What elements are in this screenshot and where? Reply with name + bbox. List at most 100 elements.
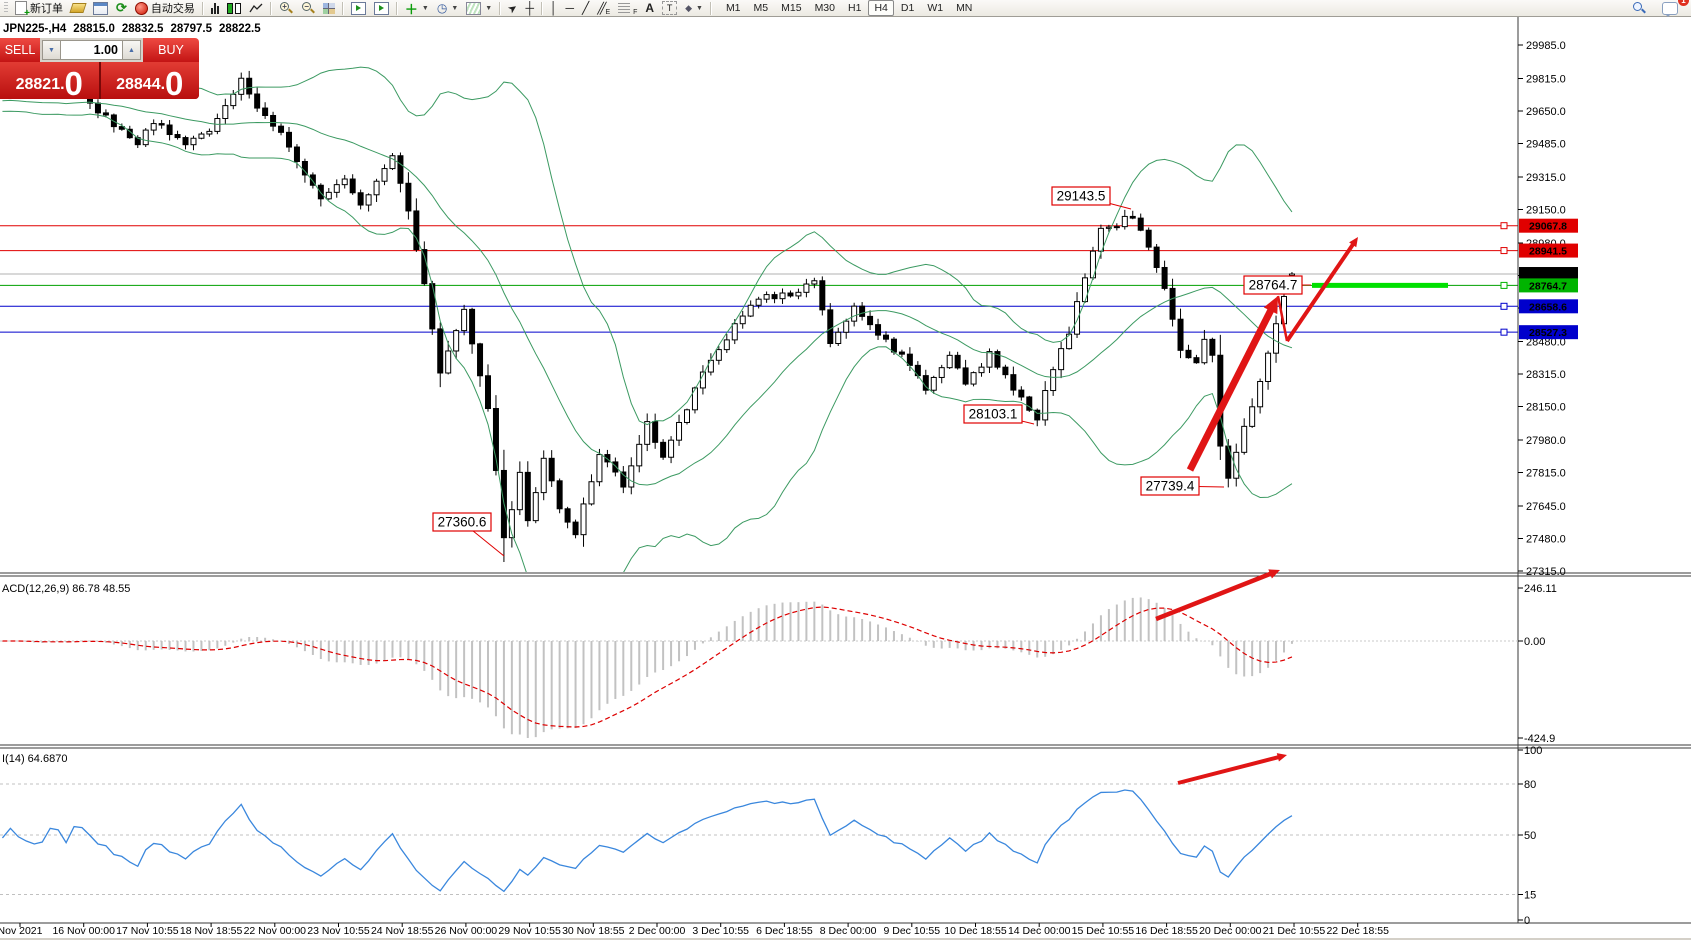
timeframe-mn[interactable]: MN bbox=[950, 0, 978, 16]
level-handle[interactable] bbox=[1500, 247, 1508, 255]
one-click-trading-panel: SELL ▼ 1.00 ▲ BUY 28821. 0 28844. 0 bbox=[0, 38, 199, 99]
macd-label: ACD(12,26,9) 86.78 48.55 bbox=[2, 583, 130, 595]
zoom-out-button[interactable]: − bbox=[298, 1, 318, 16]
trendline-button[interactable]: ╱ bbox=[579, 1, 592, 16]
price-badge bbox=[1519, 243, 1578, 258]
sell-price-main: 28821. bbox=[15, 76, 65, 93]
text-button[interactable]: A bbox=[642, 1, 657, 16]
zoom-in-button[interactable]: + bbox=[276, 1, 296, 16]
toolbar-grip[interactable] bbox=[4, 2, 8, 14]
candlestick-chart-button[interactable] bbox=[224, 1, 244, 16]
timeframe-m15[interactable]: M15 bbox=[775, 0, 807, 16]
svg-text:50: 50 bbox=[1524, 830, 1536, 842]
level-handle[interactable] bbox=[1500, 281, 1508, 289]
buy-button[interactable]: BUY bbox=[143, 38, 199, 62]
svg-text:27645.0: 27645.0 bbox=[1526, 501, 1566, 513]
timeframe-d1[interactable]: D1 bbox=[895, 0, 920, 16]
svg-text:27360.6: 27360.6 bbox=[438, 515, 487, 530]
toolbar-separator bbox=[269, 1, 272, 15]
timeframe-h4[interactable]: H4 bbox=[868, 0, 894, 16]
lot-input[interactable]: 1.00 bbox=[61, 40, 122, 60]
price-callout[interactable]: 28764.7 bbox=[1243, 275, 1311, 295]
vertical-line-button[interactable]: │ bbox=[547, 1, 561, 16]
shapes-button[interactable]: ◆ ▼ bbox=[682, 1, 706, 16]
bar-chart-icon bbox=[210, 2, 219, 14]
svg-text:15: 15 bbox=[1524, 890, 1536, 902]
svg-text:29485.0: 29485.0 bbox=[1526, 139, 1566, 151]
price-callout[interactable]: 27360.6 bbox=[432, 512, 505, 557]
level-handle[interactable] bbox=[1500, 302, 1508, 310]
new-order-label: 新订单 bbox=[30, 3, 63, 15]
buy-price[interactable]: 28844. 0 bbox=[100, 62, 199, 99]
notification-badge: 1 bbox=[1678, 0, 1689, 6]
main-toolbar: + 新订单 ⟳ 自动交易 + − ＋ ▼ ◷ ▼ ▼ ➤ ┼ │ ─ ╱ ╱╱ E F… bbox=[0, 0, 1691, 19]
trend-arrow[interactable] bbox=[1285, 237, 1358, 343]
svg-text:0: 0 bbox=[1524, 915, 1530, 927]
price-badge bbox=[1519, 325, 1578, 340]
clock-icon: ◷ bbox=[436, 1, 448, 15]
svg-text:2 Dec 00:00: 2 Dec 00:00 bbox=[629, 925, 686, 937]
trend-arrow[interactable] bbox=[1155, 569, 1280, 622]
timeframe-m5[interactable]: M5 bbox=[748, 0, 775, 16]
trend-arrow[interactable] bbox=[1177, 753, 1287, 785]
time-scale[interactable]: Nov 2021 16 Nov 00:00 17 Nov 10:55 18 Nov 1… bbox=[0, 923, 1389, 937]
label-button[interactable]: T bbox=[659, 1, 680, 16]
svg-text:29150.0: 29150.0 bbox=[1526, 204, 1566, 216]
chart-shift-button[interactable] bbox=[371, 1, 392, 16]
label-icon: T bbox=[662, 1, 678, 15]
auto-trading-button[interactable]: 自动交易 bbox=[132, 1, 198, 16]
new-chart-button[interactable] bbox=[348, 1, 369, 16]
search-button[interactable] bbox=[1629, 1, 1649, 16]
svg-text:29650.0: 29650.0 bbox=[1526, 106, 1566, 118]
svg-text:17 Nov 10:55: 17 Nov 10:55 bbox=[116, 925, 179, 937]
svg-text:15 Dec 10:55: 15 Dec 10:55 bbox=[1072, 925, 1135, 937]
chat-bubble-icon bbox=[1662, 1, 1678, 17]
lot-increase-button[interactable]: ▲ bbox=[122, 40, 141, 60]
high-value: 28832.5 bbox=[121, 23, 164, 35]
svg-text:28150.0: 28150.0 bbox=[1526, 402, 1566, 414]
svg-text:29143.5: 29143.5 bbox=[1057, 189, 1106, 204]
bollinger-band-line bbox=[2, 110, 1293, 572]
line-chart-button[interactable] bbox=[246, 1, 266, 16]
main-chart-pane[interactable] bbox=[0, 66, 1518, 597]
svg-text:80: 80 bbox=[1524, 779, 1536, 791]
horizontal-line-button[interactable]: ─ bbox=[562, 1, 577, 16]
timeframe-h1[interactable]: H1 bbox=[842, 0, 867, 16]
new-order-button[interactable]: + 新订单 bbox=[12, 1, 66, 19]
window-bottom-edge bbox=[0, 938, 1691, 940]
trend-arrow[interactable] bbox=[1186, 296, 1278, 472]
svg-text:16 Nov 00:00: 16 Nov 00:00 bbox=[52, 925, 115, 937]
price-scale[interactable]: 29985.0 29815.0 29650.0 29485.0 29315.0 29150… bbox=[1500, 40, 1578, 578]
trendline-icon: ╱ bbox=[581, 1, 590, 15]
level-handle[interactable] bbox=[1500, 328, 1508, 336]
crosshair-button[interactable]: ┼ bbox=[522, 1, 537, 16]
timeframe-m30[interactable]: M30 bbox=[809, 0, 841, 16]
periods-button[interactable]: ◷ ▼ bbox=[434, 1, 461, 16]
price-badge bbox=[1519, 267, 1578, 282]
chart-window-button[interactable] bbox=[90, 1, 111, 16]
sell-button[interactable]: SELL bbox=[0, 38, 40, 62]
svg-text:28941.5: 28941.5 bbox=[1529, 246, 1567, 258]
price-callout[interactable]: 28103.1 bbox=[963, 404, 1035, 425]
timeframe-w1[interactable]: W1 bbox=[921, 0, 949, 16]
fibonacci-button[interactable]: F bbox=[615, 1, 640, 16]
indicators-button[interactable]: ＋ ▼ bbox=[402, 1, 432, 17]
timeframe-m1[interactable]: M1 bbox=[720, 0, 747, 16]
chevron-down-icon: ▼ bbox=[485, 4, 493, 12]
sell-price[interactable]: 28821. 0 bbox=[0, 62, 99, 99]
refresh-button[interactable]: ⟳ bbox=[113, 0, 130, 16]
macd-pane[interactable] bbox=[0, 597, 1518, 738]
cursor-button[interactable]: ➤ bbox=[505, 1, 520, 16]
bar-chart-button[interactable] bbox=[208, 1, 222, 16]
notifications-button[interactable]: 1 bbox=[1659, 0, 1689, 17]
price-callout[interactable]: 29143.5 bbox=[1051, 186, 1132, 210]
level-handle[interactable] bbox=[1500, 222, 1508, 230]
template-button[interactable]: ▼ bbox=[463, 1, 495, 16]
tile-windows-button[interactable] bbox=[320, 1, 338, 16]
lot-decrease-button[interactable]: ▼ bbox=[42, 40, 61, 60]
rsi-pane[interactable] bbox=[0, 783, 1518, 895]
channel-button[interactable]: ╱╱ E bbox=[594, 1, 613, 16]
price-callout[interactable]: 27739.4 bbox=[1140, 476, 1225, 496]
ingot-button[interactable] bbox=[68, 1, 88, 16]
